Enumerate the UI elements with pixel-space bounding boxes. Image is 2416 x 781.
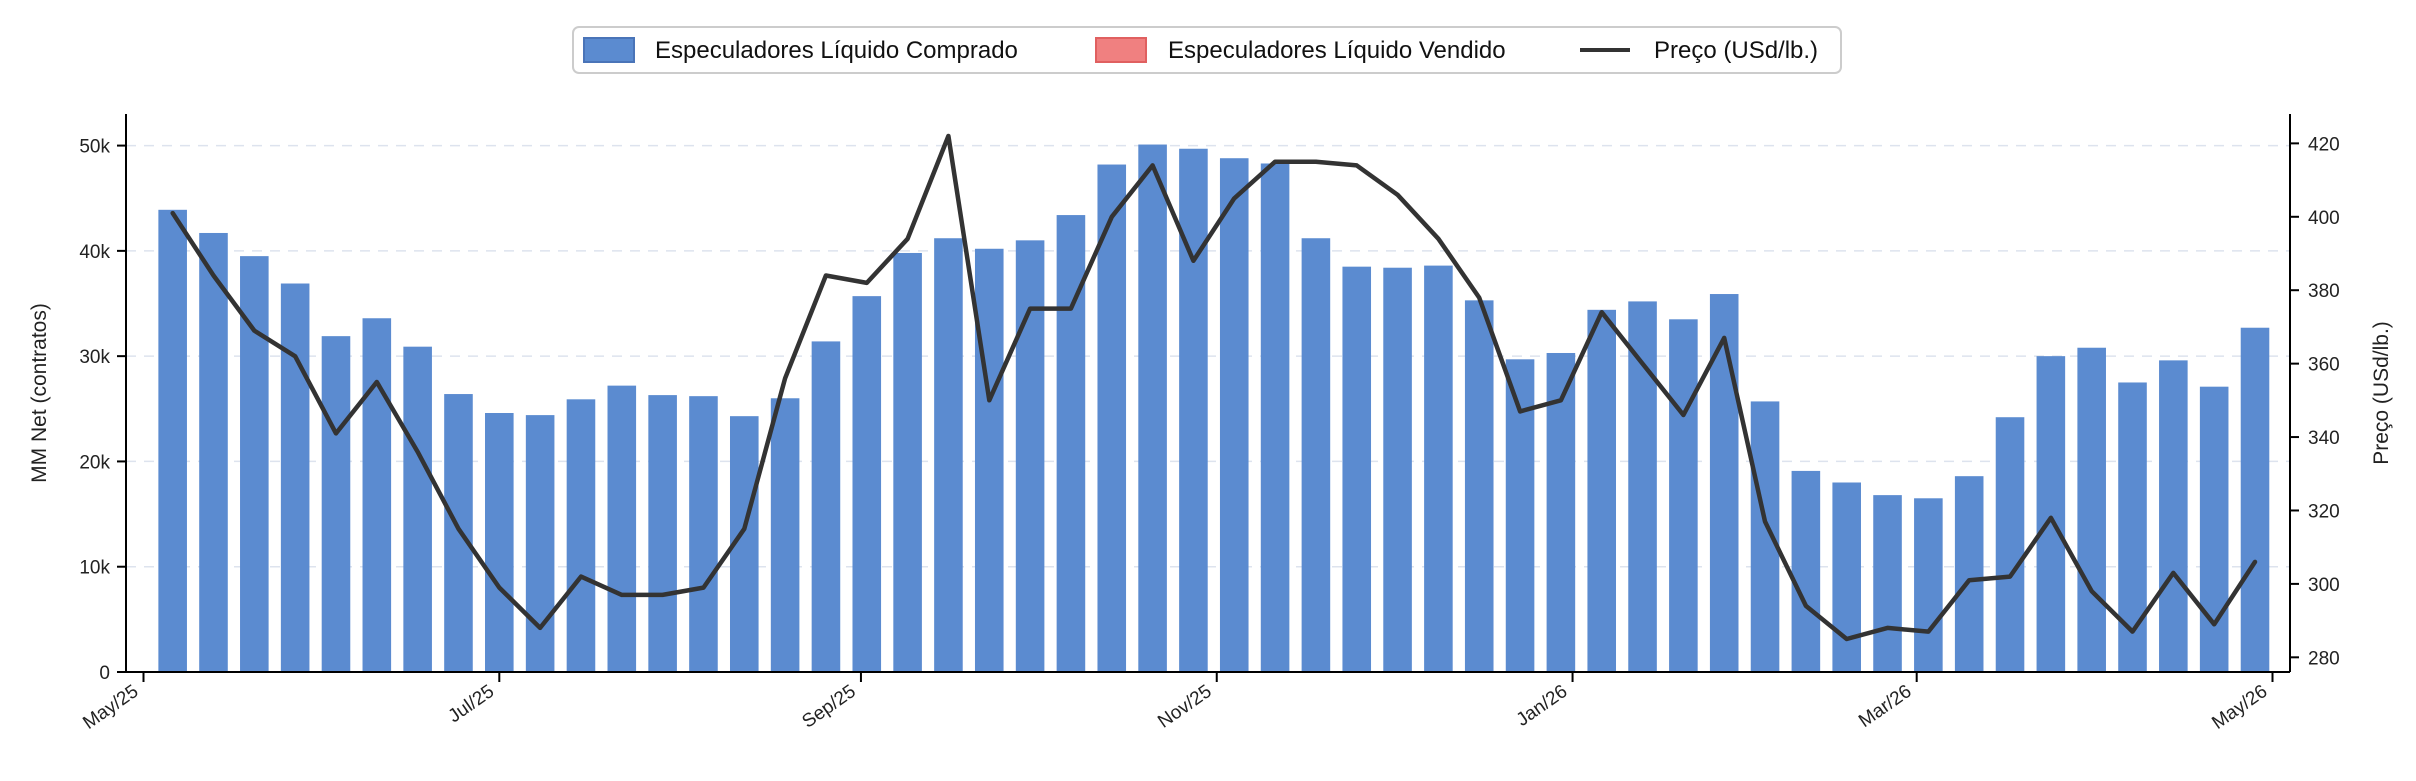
right-tick-label: 420 — [2308, 134, 2340, 155]
bar — [525, 415, 555, 672]
x-tick-label: May/25 — [79, 681, 142, 734]
x-ticks: May/25 Jul/25 Sep/25 Nov/25 Jan/26 Mar/26 May/… — [79, 672, 2274, 734]
bar — [158, 209, 187, 672]
left-tick-label: 30k — [79, 347, 110, 368]
bar — [1954, 476, 1984, 672]
bar — [485, 413, 514, 672]
bars — [158, 144, 2270, 673]
legend-label-negative: Especuladores Líquido Vendido — [1168, 37, 1506, 64]
legend-entry-positive: Especuladores Líquido Comprado — [583, 37, 1018, 64]
bar — [1546, 352, 1576, 672]
bar — [2077, 347, 2106, 672]
x-tick-label: Sep/25 — [798, 681, 859, 733]
left-tick-label: 10k — [79, 558, 110, 579]
bar — [1301, 238, 1331, 673]
bar — [893, 252, 922, 673]
legend-entry-negative: Especuladores Líquido Vendido — [1095, 37, 1506, 64]
bar — [811, 341, 841, 672]
left-tick-label: 50k — [79, 137, 110, 158]
bar — [1138, 144, 1167, 672]
bar — [1179, 148, 1208, 672]
y-axis-title-right: Preço (USd/lb.) — [2370, 321, 2393, 465]
legend-label-line: Preço (USd/lb.) — [1654, 37, 1818, 64]
bar — [689, 396, 718, 672]
bar — [1914, 498, 1943, 672]
bar — [1464, 300, 1494, 672]
bar — [2240, 327, 2270, 672]
bar — [1628, 301, 1657, 672]
bar — [1342, 266, 1372, 672]
bar — [852, 296, 882, 672]
right-y-ticks: 280 300 320 340 360 380 400 420 — [2290, 134, 2340, 669]
y-axis-title-left: MM Net (contratos) — [28, 303, 51, 483]
bar — [1669, 319, 1698, 672]
right-tick-label: 400 — [2308, 208, 2340, 229]
bar — [444, 394, 473, 672]
bar — [974, 248, 1004, 672]
bar — [2036, 356, 2066, 672]
bar — [648, 395, 677, 672]
bar — [566, 399, 596, 672]
bar — [1832, 482, 1861, 672]
legend-swatch-negative — [1095, 37, 1147, 63]
bar — [321, 336, 351, 672]
legend: Especuladores Líquido Comprado Especulad… — [572, 26, 1842, 74]
right-tick-label: 340 — [2308, 428, 2340, 449]
bar — [1791, 470, 1821, 672]
right-tick-label: 300 — [2308, 575, 2340, 596]
right-tick-label: 380 — [2308, 281, 2340, 302]
bar — [1219, 158, 1249, 672]
legend-swatch-positive — [583, 37, 635, 63]
bar — [1873, 495, 1902, 672]
bar — [362, 318, 392, 672]
bar — [1260, 163, 1290, 672]
bar — [770, 398, 800, 672]
bar — [1383, 267, 1412, 672]
bar — [1995, 417, 2025, 672]
price-line-layer — [170, 133, 2258, 642]
x-tick-label: May/26 — [2208, 681, 2271, 734]
bar — [1015, 240, 1045, 672]
legend-entry-line: Preço (USd/lb.) — [1580, 37, 1818, 64]
bar — [240, 256, 269, 672]
bar — [2199, 386, 2229, 672]
x-tick-label: Mar/26 — [1855, 681, 1915, 732]
left-y-ticks: 0 10k 20k 30k 40k 50k — [79, 137, 126, 684]
bar — [607, 385, 637, 672]
right-tick-label: 320 — [2308, 501, 2340, 522]
bar — [2159, 360, 2188, 672]
left-tick-label: 0 — [99, 663, 110, 684]
bar — [934, 238, 963, 673]
x-tick-label: Jul/25 — [445, 681, 499, 727]
bar — [1709, 294, 1739, 672]
x-tick-label: Jan/26 — [1513, 681, 1572, 731]
right-tick-label: 360 — [2308, 355, 2340, 376]
bar — [199, 232, 228, 672]
right-tick-label: 280 — [2308, 648, 2340, 669]
bar — [1097, 164, 1127, 673]
bar — [1424, 265, 1453, 672]
bar — [1587, 309, 1617, 672]
bar — [403, 346, 432, 672]
bar — [280, 283, 310, 672]
legend-label-positive: Especuladores Líquido Comprado — [655, 37, 1018, 64]
price-line — [170, 133, 2258, 642]
bar — [1750, 401, 1780, 672]
legend-box — [572, 26, 1842, 74]
left-tick-label: 40k — [79, 242, 110, 263]
x-tick-label: Nov/25 — [1154, 681, 1215, 733]
left-tick-label: 20k — [79, 452, 110, 473]
